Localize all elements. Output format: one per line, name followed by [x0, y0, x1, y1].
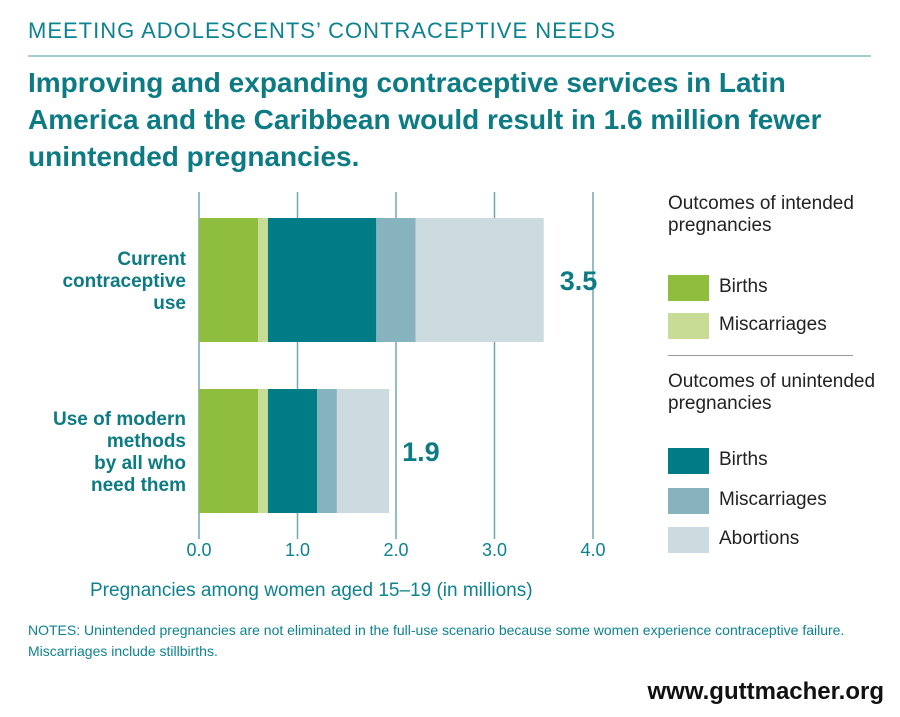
legend-label: Births: [719, 449, 768, 470]
legend-label: Miscarriages: [719, 489, 827, 510]
legend-group-intended: Outcomes of intended pregnancies: [668, 193, 854, 236]
bar-segment-0-4: [415, 218, 544, 342]
total-label-1: 1.9: [402, 437, 440, 467]
x-axis-label: Pregnancies among women aged 15–19 (in m…: [90, 580, 533, 601]
category-label-line: methods: [107, 431, 186, 452]
x-tick-label-3: 3.0: [482, 540, 507, 560]
category-label-line: contraceptive: [62, 271, 186, 292]
category-label-line: Use of modern: [53, 409, 186, 430]
bar-segment-0-0: [199, 218, 259, 342]
x-tick-label-1: 1.0: [285, 540, 310, 560]
bar-segment-1-2: [267, 389, 318, 513]
bar-segment-0-2: [267, 218, 377, 342]
bar-segment-0-1: [258, 218, 268, 342]
category-label-line: use: [153, 293, 186, 314]
chart-notes: NOTES: Unintended pregnancies are not el…: [28, 622, 845, 659]
bar-segment-1-0: [199, 389, 259, 513]
legend-label: Abortions: [719, 528, 800, 549]
category-label-line: Current: [117, 249, 186, 270]
legend-group-unintended: Outcomes of unintended pregnancies: [668, 371, 876, 414]
headline: Improving and expanding contraceptive se…: [28, 67, 822, 172]
legend-swatch: [668, 488, 709, 514]
bar-segment-1-3: [317, 389, 337, 513]
category-label-line: by all who: [94, 453, 186, 474]
legend-swatch: [668, 275, 709, 301]
bar-segment-1-1: [258, 389, 268, 513]
category-label-1: Use of modern methods by all who need them: [53, 409, 186, 496]
legend-swatch: [668, 313, 709, 339]
x-tick-label-2: 2.0: [383, 540, 408, 560]
legend-swatch: [668, 448, 709, 474]
kicker-title: MEETING ADOLESCENTS’ CONTRACEPTIVE NEEDS: [28, 18, 617, 43]
bar-segment-0-3: [376, 218, 416, 342]
category-label-0: Current contraceptive use: [62, 249, 186, 314]
source-url: www.guttmacher.org: [647, 678, 884, 705]
total-label-0: 3.5: [560, 266, 598, 296]
header-divider: [28, 55, 871, 57]
category-label-line: need them: [91, 475, 186, 496]
bar-segment-1-4: [336, 389, 390, 513]
legend-label: Births: [719, 276, 768, 297]
x-tick-label-0: 0.0: [186, 540, 211, 560]
x-tick-label-4: 4.0: [580, 540, 605, 560]
legend-label: Miscarriages: [719, 314, 827, 335]
legend-swatch: [668, 527, 709, 553]
legend-divider: [668, 355, 853, 356]
